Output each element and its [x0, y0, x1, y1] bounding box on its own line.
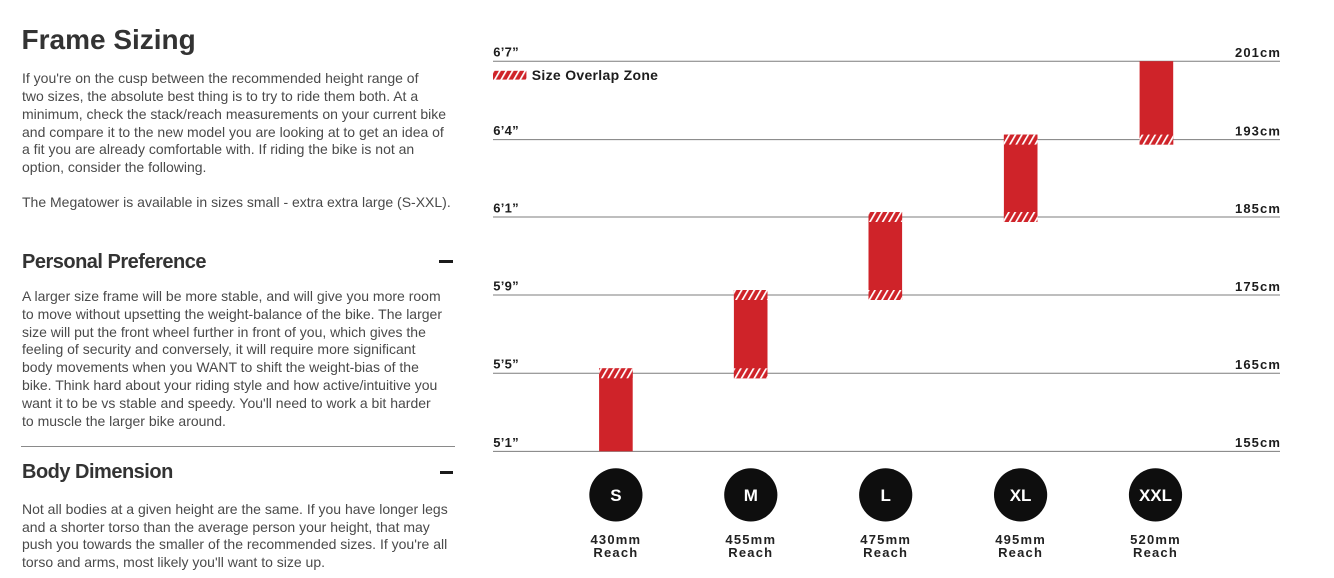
svg-text:6’1”: 6’1”: [493, 200, 519, 215]
svg-text:5’5”: 5’5”: [493, 357, 519, 372]
svg-text:185cm: 185cm: [1235, 201, 1281, 216]
svg-text:L: L: [881, 486, 891, 505]
svg-text:5’9”: 5’9”: [493, 278, 519, 293]
svg-text:Reach: Reach: [863, 545, 908, 560]
svg-text:M: M: [744, 486, 758, 505]
svg-text:455mm: 455mm: [725, 532, 776, 547]
svg-text:Reach: Reach: [1133, 545, 1178, 560]
svg-text:Reach: Reach: [593, 545, 638, 560]
svg-text:Size Overlap Zone: Size Overlap Zone: [532, 67, 658, 83]
svg-text:5’1”: 5’1”: [493, 435, 519, 450]
svg-text:S: S: [610, 486, 621, 505]
svg-text:6’7”: 6’7”: [493, 45, 519, 60]
svg-text:XXL: XXL: [1139, 486, 1172, 505]
svg-text:6’4”: 6’4”: [493, 123, 519, 138]
svg-text:165cm: 165cm: [1235, 357, 1281, 372]
svg-text:475mm: 475mm: [860, 532, 911, 547]
svg-text:Reach: Reach: [728, 545, 773, 560]
svg-text:155cm: 155cm: [1235, 435, 1281, 450]
svg-text:520mm: 520mm: [1130, 532, 1181, 547]
svg-text:201cm: 201cm: [1235, 45, 1281, 60]
svg-text:430mm: 430mm: [590, 532, 641, 547]
svg-text:495mm: 495mm: [995, 532, 1046, 547]
svg-text:Reach: Reach: [998, 545, 1043, 560]
svg-text:175cm: 175cm: [1235, 279, 1281, 294]
svg-text:XL: XL: [1010, 486, 1032, 505]
svg-text:193cm: 193cm: [1235, 123, 1281, 138]
